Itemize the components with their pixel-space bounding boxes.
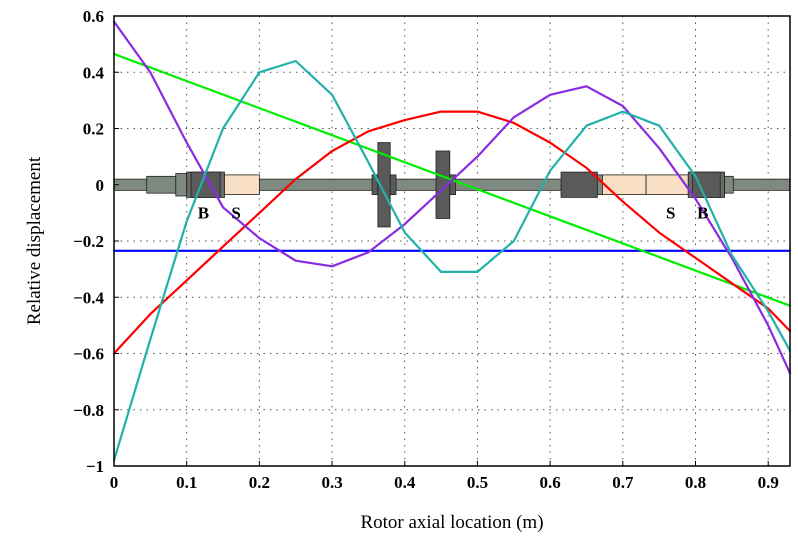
series-line-3 xyxy=(112,110,792,355)
grid xyxy=(114,16,790,466)
shaft-step xyxy=(146,175,177,194)
bearing xyxy=(560,171,598,198)
seal xyxy=(224,174,260,195)
y-tick-label: 0.6 xyxy=(83,7,104,26)
x-tick-label: 0.1 xyxy=(176,473,197,492)
annotation-label: B xyxy=(697,204,708,223)
y-tick-label: −0.4 xyxy=(73,288,104,307)
seal xyxy=(645,174,689,195)
x-tick-label: 0.9 xyxy=(758,473,779,492)
y-tick-label: 0.2 xyxy=(83,120,104,139)
disk-hub xyxy=(449,174,457,195)
shaft-step xyxy=(724,175,734,194)
x-tick-label: 0 xyxy=(110,473,119,492)
x-tick-label: 0.7 xyxy=(612,473,634,492)
seal xyxy=(602,174,647,195)
ticks: 0 0.1 0.2 0.3 0.4 0.5 0.6 0.7 0.8 0.9 0.6 0.4 0.2 0 −0… xyxy=(73,7,779,492)
x-tick-label: 0.3 xyxy=(321,473,342,492)
y-tick-label: 0 xyxy=(96,176,105,195)
x-axis-label: Rotor axial location (m) xyxy=(360,512,543,533)
annotation-label: S xyxy=(666,204,675,223)
series-lines xyxy=(112,20,792,462)
y-axis-label: Relative displacement xyxy=(24,156,45,325)
disk-hub xyxy=(389,174,397,195)
y-tick-label: −1 xyxy=(86,457,104,476)
shaft-collar xyxy=(175,173,188,197)
bearing xyxy=(692,171,721,198)
y-tick-label: −0.8 xyxy=(73,401,104,420)
annotation-label: S xyxy=(231,204,240,223)
y-tick-label: −0.2 xyxy=(73,232,104,251)
x-tick-label: 0.4 xyxy=(394,473,416,492)
x-tick-label: 0.6 xyxy=(540,473,561,492)
series-line-4 xyxy=(112,20,792,375)
x-tick-label: 0.2 xyxy=(249,473,270,492)
x-tick-label: 0.8 xyxy=(685,473,706,492)
annotation-label: B xyxy=(198,204,209,223)
rotor-diagram xyxy=(113,142,791,228)
y-tick-label: 0.4 xyxy=(83,63,105,82)
x-tick-label: 0.5 xyxy=(467,473,488,492)
series-line-5 xyxy=(112,59,792,462)
y-tick-label: −0.6 xyxy=(73,345,104,364)
